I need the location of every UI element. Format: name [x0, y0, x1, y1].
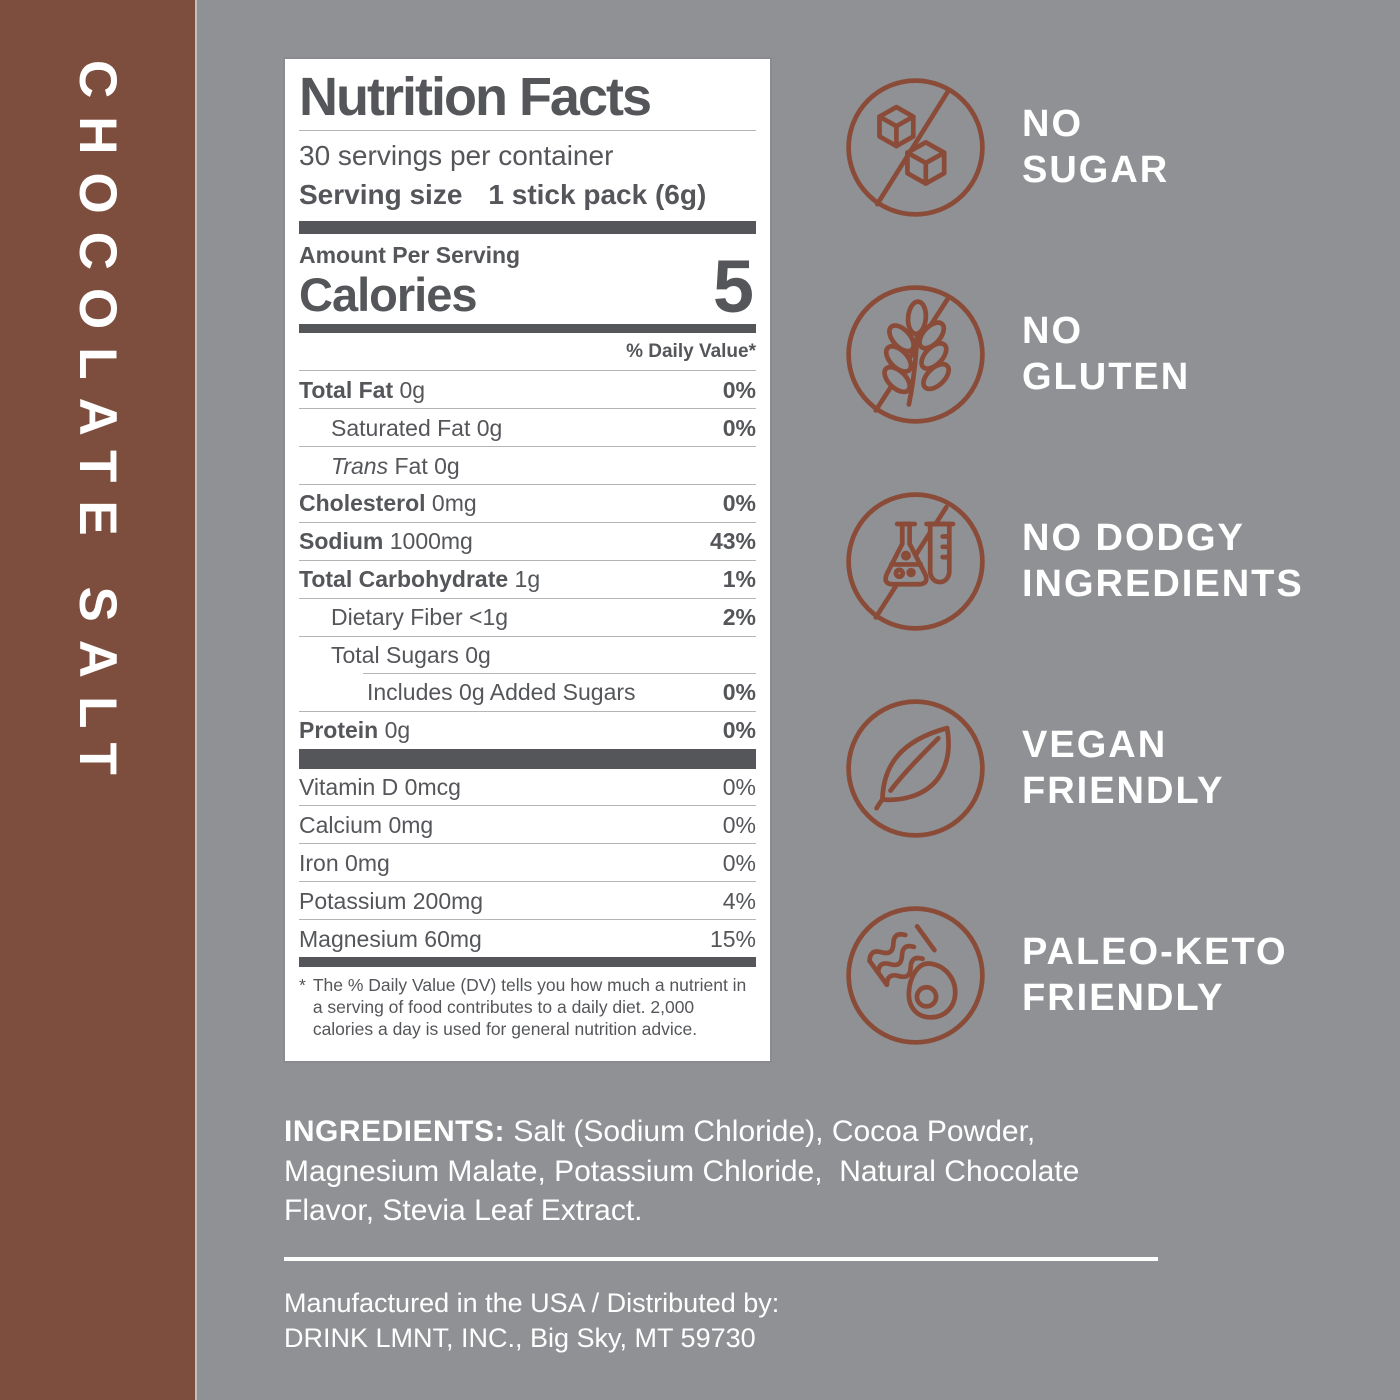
nutrition-row: Magnesium 60mg 15% — [299, 919, 756, 957]
no-sugar-icon — [846, 78, 985, 217]
ingredients-label: INGREDIENTS: — [284, 1115, 506, 1148]
daily-value-footnote: * The % Daily Value (DV) tells you how m… — [299, 967, 756, 1040]
nutrient-name: Potassium 200mg — [299, 887, 484, 914]
nutrition-row: Cholesterol 0mg 0% — [299, 483, 756, 522]
badge-no-sugar: NO SUGAR — [842, 44, 1387, 251]
medium-bar — [299, 957, 756, 968]
thick-bar — [299, 748, 756, 769]
daily-value: 15% — [709, 925, 756, 952]
nutrient-name: Trans Fat 0g — [331, 452, 460, 479]
footnote-text: The % Daily Value (DV) tells you how muc… — [312, 975, 747, 1039]
badge-label: NO DODGY INGREDIENTS — [1022, 516, 1304, 605]
nutrient-name: Cholesterol 0mg — [299, 490, 477, 517]
badge-label: NO SUGAR — [1022, 102, 1170, 191]
serving-size-line: Serving size 1 stick pack (6g) — [299, 179, 756, 211]
daily-value: 1% — [722, 566, 756, 593]
daily-value: 0% — [722, 717, 756, 744]
nutrient-name: Total Carbohydrate 1g — [299, 566, 541, 593]
daily-value: 0% — [722, 490, 756, 517]
daily-value: 4% — [722, 887, 756, 914]
nutrient-name: Total Sugars 0g — [331, 642, 491, 669]
nutrition-row: Trans Fat 0g — [299, 446, 756, 484]
nutrition-row: Total Sugars 0g — [299, 635, 756, 674]
daily-value: 0% — [722, 774, 756, 800]
nutrient-name: Magnesium 60mg — [299, 925, 482, 952]
nutrition-facts-title: Nutrition Facts — [299, 67, 652, 127]
nutrient-name: Iron 0mg — [299, 849, 390, 876]
daily-value: 0% — [722, 376, 756, 403]
flavor-sidebar: CHOCOLATE SALT — [0, 0, 197, 1400]
nutrition-row: Iron 0mg 0% — [299, 843, 756, 881]
amount-per-serving-label: Amount Per Serving — [299, 241, 521, 268]
daily-value: 2% — [722, 604, 756, 631]
daily-value: 0% — [722, 849, 756, 876]
nutrition-row: Sodium 1000mg 43% — [299, 521, 756, 560]
vitamin-rows: Vitamin D 0mcg 0% Calcium 0mg 0% Iron 0mg 0% P… — [299, 769, 756, 958]
footnote-asterisk: * — [299, 975, 306, 996]
nutrition-row: Calcium 0mg 0% — [299, 805, 756, 843]
ingredients-text: INGREDIENTS: Salt (Sodium Chloride), Coc… — [284, 1115, 1088, 1228]
nutrition-row: Protein 0g 0% — [299, 710, 756, 749]
nutrient-name: Total Fat 0g — [299, 376, 426, 403]
calories-value: 5 — [712, 245, 754, 329]
divider — [299, 130, 756, 132]
nutrient-name: Saturated Fat 0g — [331, 414, 503, 441]
nutrient-name: Includes 0g Added Sugars — [367, 679, 636, 706]
nutrition-row: Potassium 200mg 4% — [299, 881, 756, 919]
thick-bar — [299, 220, 756, 234]
product-flavor-name: CHOCOLATE SALT — [68, 60, 127, 793]
daily-value: 43% — [709, 528, 756, 555]
horizontal-divider — [284, 1257, 1158, 1261]
nutrient-name: Sodium 1000mg — [299, 528, 473, 555]
nutrition-row: Saturated Fat 0g 0% — [299, 408, 756, 446]
vegan-leaf-icon — [846, 699, 985, 838]
nutrition-row: Includes 0g Added Sugars 0% — [299, 672, 756, 711]
badge-vegan-friendly: VEGAN FRIENDLY — [842, 665, 1387, 872]
nutrient-rows: Total Fat 0g 0% Saturated Fat 0g 0% Trans Fa… — [299, 371, 756, 748]
badge-list: NO SUGAR NO GLUTEN — [842, 44, 1387, 1079]
daily-value: 0% — [722, 414, 756, 441]
badge-label: PALEO-KETO FRIENDLY — [1022, 930, 1288, 1019]
medium-bar — [299, 324, 756, 334]
serving-size-label: Serving size — [299, 179, 463, 211]
calories-section: Amount Per Serving Calories 5 — [299, 234, 756, 325]
no-dodgy-ingredients-icon — [846, 492, 985, 631]
badge-label: NO GLUTEN — [1022, 309, 1191, 398]
daily-value: 0% — [722, 679, 756, 706]
nutrition-facts-panel: Nutrition Facts 30 servings per containe… — [283, 57, 772, 1063]
nutrition-row: Vitamin D 0mcg 0% — [299, 769, 756, 806]
daily-value-header: % Daily Value* — [299, 333, 756, 372]
daily-value: 0% — [722, 811, 756, 838]
servings-per-container: 30 servings per container — [299, 140, 614, 172]
serving-size-value: 1 stick pack (6g) — [488, 179, 707, 211]
nutrient-name: Dietary Fiber <1g — [331, 604, 509, 631]
badge-label: VEGAN FRIENDLY — [1022, 723, 1225, 812]
nutrition-row: Total Carbohydrate 1g 1% — [299, 559, 756, 598]
nutrition-row: Dietary Fiber <1g 2% — [299, 597, 756, 636]
distribution-text: Manufactured in the USA / Distributed by… — [284, 1288, 780, 1354]
calories-label: Calories — [299, 268, 477, 322]
badge-no-gluten: NO GLUTEN — [842, 251, 1387, 458]
badge-no-dodgy-ingredients: NO DODGY INGREDIENTS — [842, 458, 1387, 665]
nutrient-name: Protein 0g — [299, 717, 411, 744]
bacon-egg-icon — [846, 906, 985, 1045]
nutrient-name: Vitamin D 0mcg — [299, 774, 461, 800]
nutrition-row: Total Fat 0g 0% — [299, 371, 756, 408]
badge-paleo-keto-friendly: PALEO-KETO FRIENDLY — [842, 872, 1387, 1079]
nutrient-name: Calcium 0mg — [299, 811, 434, 838]
no-gluten-icon — [846, 285, 985, 424]
